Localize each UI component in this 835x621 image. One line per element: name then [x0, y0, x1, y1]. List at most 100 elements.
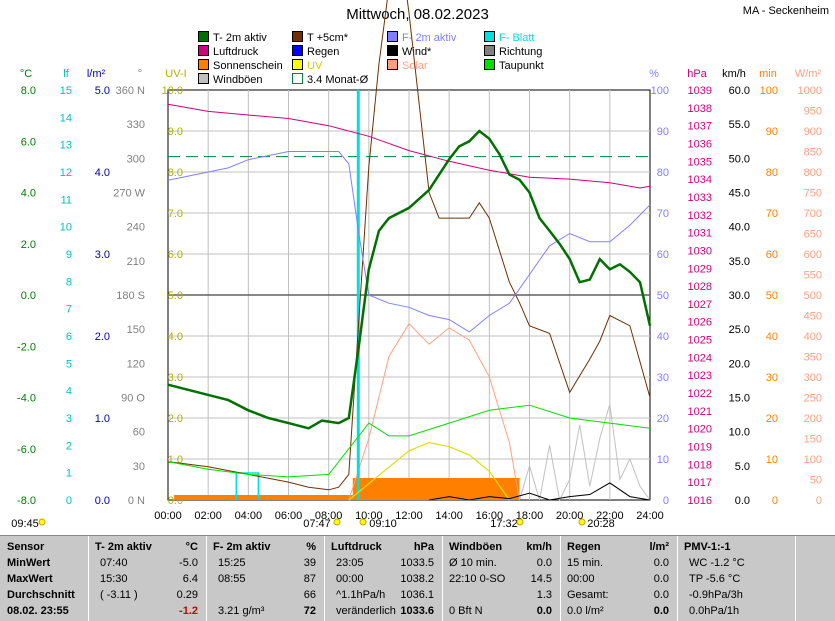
axis-tick-dir: 150	[127, 324, 145, 336]
axis-tick-press: 1024	[688, 352, 712, 364]
legend-item: F- Blatt	[484, 31, 534, 44]
cell-value: 0.0	[653, 589, 669, 601]
axis-tick-press: 1038	[688, 103, 712, 115]
table-row: 08:55 87	[206, 571, 324, 588]
column-header: Luftdruck	[331, 541, 382, 553]
legend-swatch	[198, 31, 209, 42]
table-row: 00:00 1038.2	[324, 571, 442, 588]
axis-unit-press: hPa	[687, 68, 707, 80]
cell-value: 14.5	[530, 573, 552, 585]
axis-unit-dir: °	[138, 68, 142, 80]
axis-tick-sun: 0	[772, 495, 778, 507]
axis-tick-solar: 100	[804, 454, 822, 466]
axis-tick-wind: 35.0	[729, 256, 750, 268]
gust-line	[519, 404, 651, 502]
axis-tick-temp: -6.0	[17, 444, 36, 456]
axis-tick-press: 1037	[688, 121, 712, 133]
axis-tick-uv: 8.0	[168, 167, 183, 179]
axis-tick-rain: 2.0	[95, 331, 110, 343]
axis-tick-press: 1021	[688, 406, 712, 418]
cell-label: 0.0hPa/1h	[689, 605, 740, 617]
table-row: 07:40 -5.0	[88, 555, 206, 572]
cell-value: 0.0	[536, 557, 552, 569]
table-row: -1.2	[88, 603, 206, 620]
axis-tick-dir: 90 O	[121, 393, 145, 405]
cell-label: Gesamt:	[567, 589, 609, 601]
uv-line	[348, 441, 510, 501]
cell-label: 08:55	[218, 573, 246, 585]
axis-tick-dir: 300	[127, 153, 145, 165]
cell-label: 0 Bft N	[449, 605, 483, 617]
axis-tick-dir: 0 N	[128, 495, 145, 507]
cell-value: 1033.6	[400, 605, 434, 617]
table-column: F- 2m aktiv% 15:25 39 08:55 87 66 3.21 g/m³ 72	[206, 536, 325, 621]
time-marker-sunrise: 09:45	[11, 518, 39, 530]
axis-tick-temp: -4.0	[17, 393, 36, 405]
cell-value: 0.0	[653, 605, 669, 617]
column-header: PMV-1:-1	[684, 541, 731, 553]
cell-value: 1.3	[536, 589, 552, 601]
table-header-row: Windböen km/h	[442, 539, 560, 556]
table-row: 00:00 0.0	[560, 571, 677, 588]
axis-tick-dir: 30	[133, 461, 145, 473]
axis-tick-temp: 2.0	[21, 239, 36, 251]
table-row: 08.02. 23:55	[0, 603, 88, 620]
axis-tick-press: 1026	[688, 317, 712, 329]
cell-value: 1036.1	[400, 589, 434, 601]
pressure-line	[167, 103, 651, 189]
axis-tick-rain: 3.0	[95, 249, 110, 261]
dewpoint-line	[167, 404, 651, 478]
axis-tick-wind: 50.0	[729, 153, 750, 165]
cell-label: ( -3.11 )	[100, 589, 138, 601]
legend-item: Luftdruck	[198, 45, 258, 58]
axis-tick-leaf: 9	[66, 249, 72, 261]
summary-table: Sensor MinWert MaxWert Durchschnitt 08.02. 2…	[0, 535, 835, 621]
table-row: MaxWert	[0, 571, 88, 588]
axis-tick-dir: 360 N	[116, 85, 145, 97]
cell-value: -5.0	[179, 557, 198, 569]
axis-tick-wind: 30.0	[729, 290, 750, 302]
cell-value: 87	[303, 573, 316, 585]
axis-unit-wind: km/h	[722, 68, 746, 80]
legend-label: F- Blatt	[499, 32, 535, 44]
axis-tick-temp: 6.0	[21, 136, 36, 148]
axis-tick-wind: 0.0	[735, 495, 750, 507]
x-tick-label: 06:00	[275, 510, 303, 522]
cell-value: 0.0	[653, 557, 669, 569]
axis-tick-leaf: 8	[66, 276, 72, 288]
axis-tick-solar: 850	[804, 147, 822, 159]
axis-tick-leaf: 15	[60, 85, 72, 97]
table-row: -0.9hPa/3h	[677, 587, 795, 604]
axis-tick-hum: 80	[657, 167, 669, 179]
x-tick-label: 18:00	[516, 510, 544, 522]
cell-value: 66	[303, 589, 316, 601]
axis-tick-sun: 60	[766, 249, 778, 261]
legend-label: 3.4 Monat-Ø	[307, 74, 369, 86]
axis-unit-leaf: lf	[63, 68, 69, 80]
cell-label: 0.0 l/m²	[567, 605, 604, 617]
axis-tick-leaf: 6	[66, 331, 72, 343]
cell-value: 0.0	[536, 605, 552, 617]
table-row: MinWert	[0, 555, 88, 572]
table-header-row: PMV-1:-1	[677, 539, 795, 556]
solar-line	[348, 322, 520, 501]
axis-tick-solar: 1000	[798, 85, 822, 97]
legend-item: Wind*	[387, 45, 431, 58]
axis-unit-temp: °C	[20, 68, 32, 80]
legend-swatch	[484, 59, 495, 70]
axis-tick-solar: 600	[804, 249, 822, 261]
cell-label: MinWert	[7, 557, 51, 569]
cell-label: MaxWert	[7, 573, 53, 585]
table-header-row: Sensor	[0, 539, 88, 556]
table-column: T- 2m aktiv °C 07:40 -5.0 15:30 6.4 ( -3.11 ) 0…	[88, 536, 207, 621]
legend-item: 3.4 Monat-Ø	[292, 73, 368, 86]
table-column: Sensor MinWert MaxWert Durchschnitt 08.02. 2…	[0, 536, 89, 621]
table-header-row: T- 2m aktiv °C	[88, 539, 206, 556]
cell-label: 00:00	[567, 573, 595, 585]
axis-tick-uv: 3.0	[168, 372, 183, 384]
column-header: Windböen	[449, 541, 503, 553]
axis-tick-hum: 70	[657, 208, 669, 220]
column-header: T- 2m aktiv	[95, 541, 152, 553]
cell-label: 00:00	[336, 573, 364, 585]
axis-tick-sun: 20	[766, 413, 778, 425]
